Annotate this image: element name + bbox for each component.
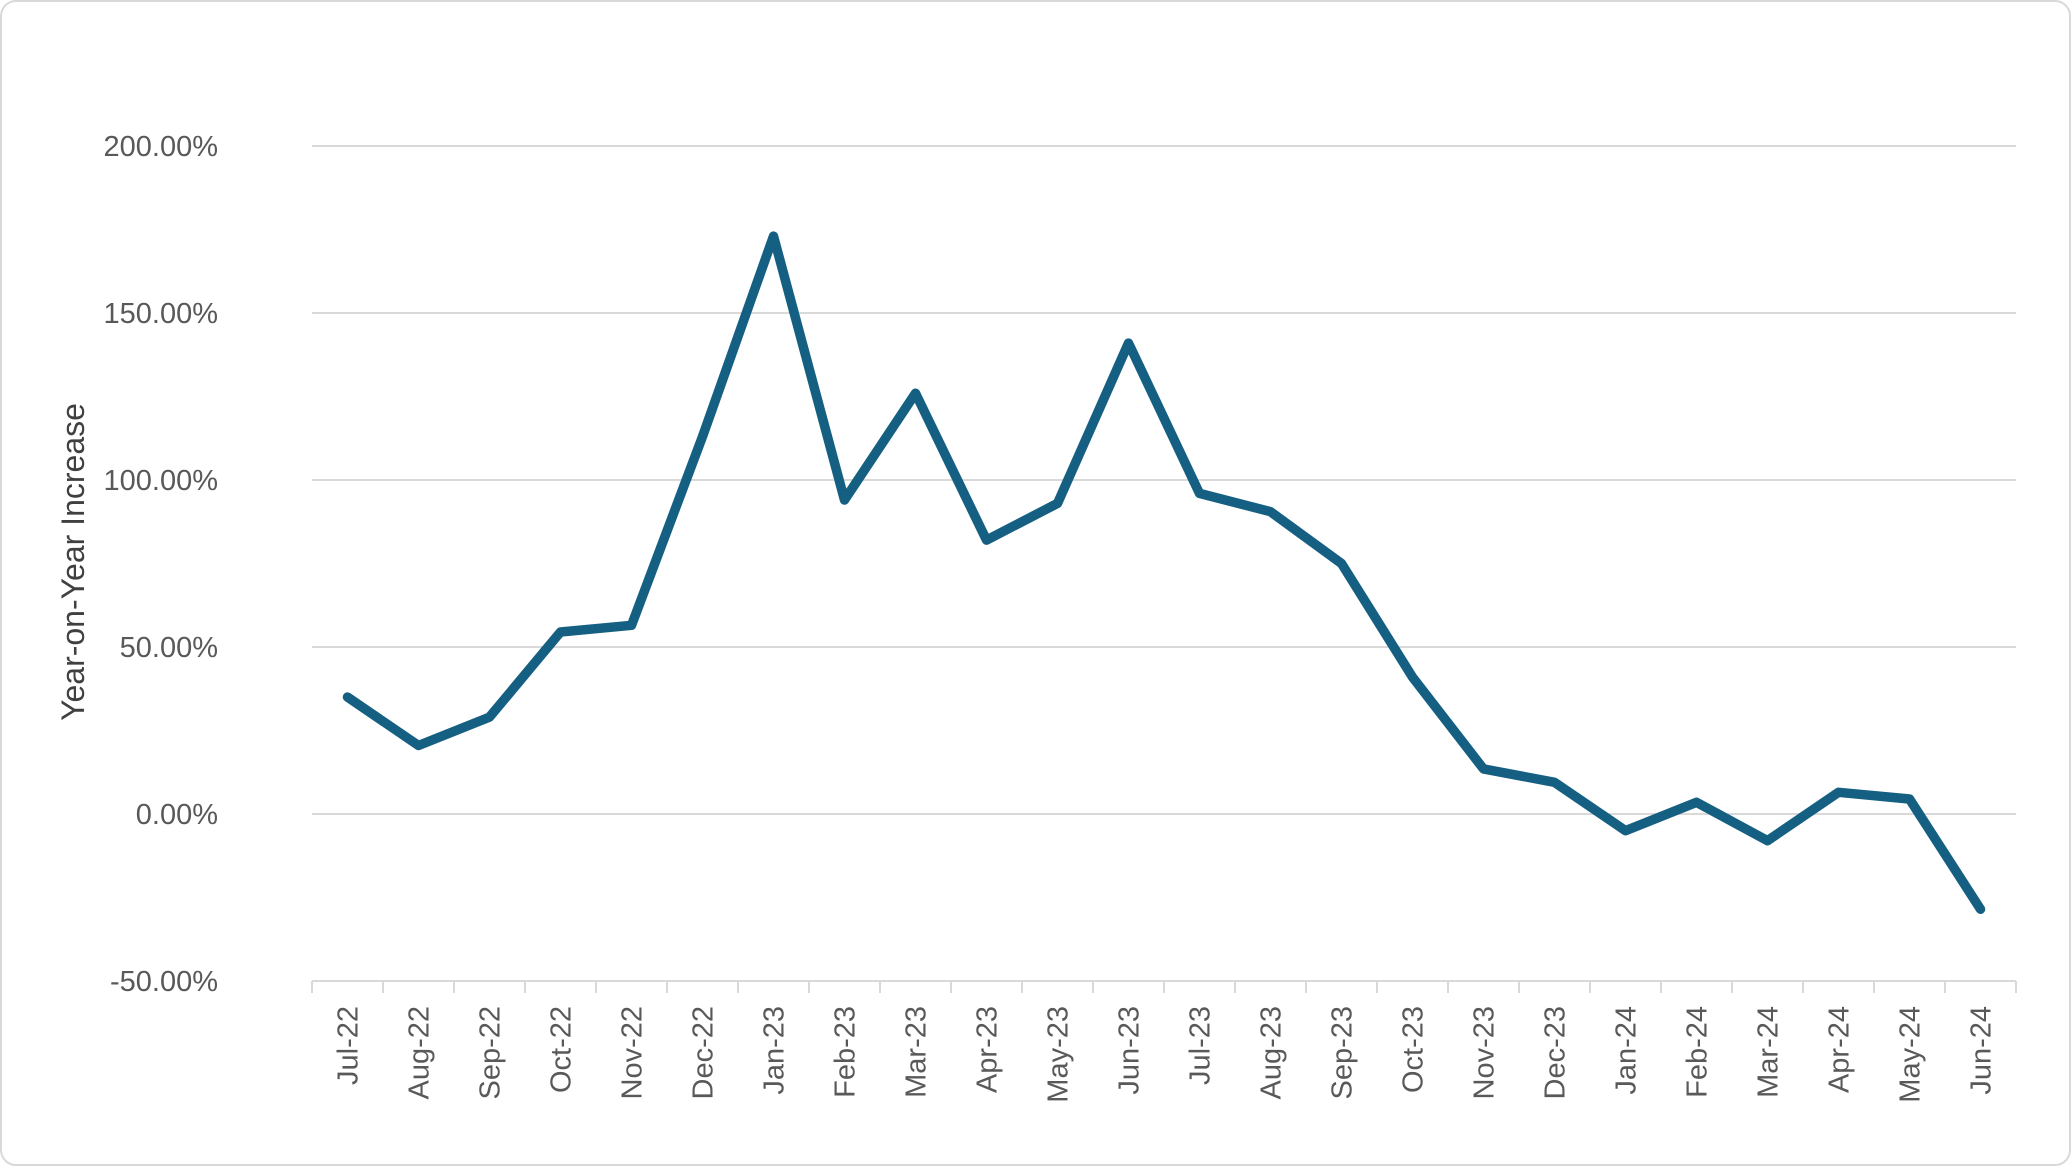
series-group — [342, 231, 1986, 914]
x-tick-label-group: Jul-22 Aug-22 Sep-22 Oct-22 Nov-22 Dec-22 Jan-… — [333, 1006, 1998, 1103]
series-line — [342, 231, 1986, 914]
y-tick-label-group: 200.00% 150.00% 100.00% 50.00% 0.00% -50.00% — [104, 131, 219, 998]
y-tick-label: 0.00% — [136, 799, 218, 831]
x-tick-label: Dec-22 — [688, 1006, 720, 1100]
x-tick-label: Aug-22 — [404, 1006, 436, 1100]
gridline-group — [312, 145, 2016, 982]
x-tick-label: Aug-23 — [1256, 1006, 1288, 1100]
y-tick-label: 50.00% — [120, 632, 218, 664]
x-axis — [311, 981, 2017, 993]
y-tick-label: -50.00% — [110, 966, 218, 998]
x-tick-label: Jun-23 — [1114, 1006, 1146, 1095]
x-tick-label: Nov-22 — [617, 1006, 649, 1100]
x-tick-label: May-24 — [1895, 1006, 1927, 1103]
y-tick-label: 200.00% — [104, 131, 219, 163]
x-tick-label: Sep-23 — [1327, 1006, 1359, 1100]
x-tick-label: Feb-23 — [830, 1006, 862, 1098]
x-tick-label: Nov-23 — [1469, 1006, 1501, 1100]
x-tick-label: May-23 — [1043, 1006, 1075, 1103]
x-tick-label: Jan-24 — [1611, 1006, 1643, 1095]
x-tick-label: Oct-23 — [1398, 1006, 1430, 1093]
x-tick-label: Apr-24 — [1824, 1006, 1856, 1093]
x-tick-label: Jan-23 — [759, 1006, 791, 1095]
x-tick-label: Apr-23 — [972, 1006, 1004, 1093]
x-tick-label: Mar-23 — [901, 1006, 933, 1098]
x-tick-label: Dec-23 — [1540, 1006, 1572, 1100]
x-tick-label: Mar-24 — [1753, 1006, 1785, 1098]
y-tick-label: 150.00% — [104, 298, 219, 330]
y-axis-title: Year-on-Year Increase — [55, 403, 91, 721]
x-tick-label: Feb-24 — [1682, 1006, 1714, 1098]
y-tick-label: 100.00% — [104, 465, 219, 497]
x-tick-label: Sep-22 — [475, 1006, 507, 1100]
x-tick-label: Jun-24 — [1966, 1006, 1998, 1095]
x-tick-label: Jul-23 — [1185, 1006, 1217, 1085]
x-tick-label: Oct-22 — [546, 1006, 578, 1093]
x-tick-label: Jul-22 — [333, 1006, 365, 1085]
